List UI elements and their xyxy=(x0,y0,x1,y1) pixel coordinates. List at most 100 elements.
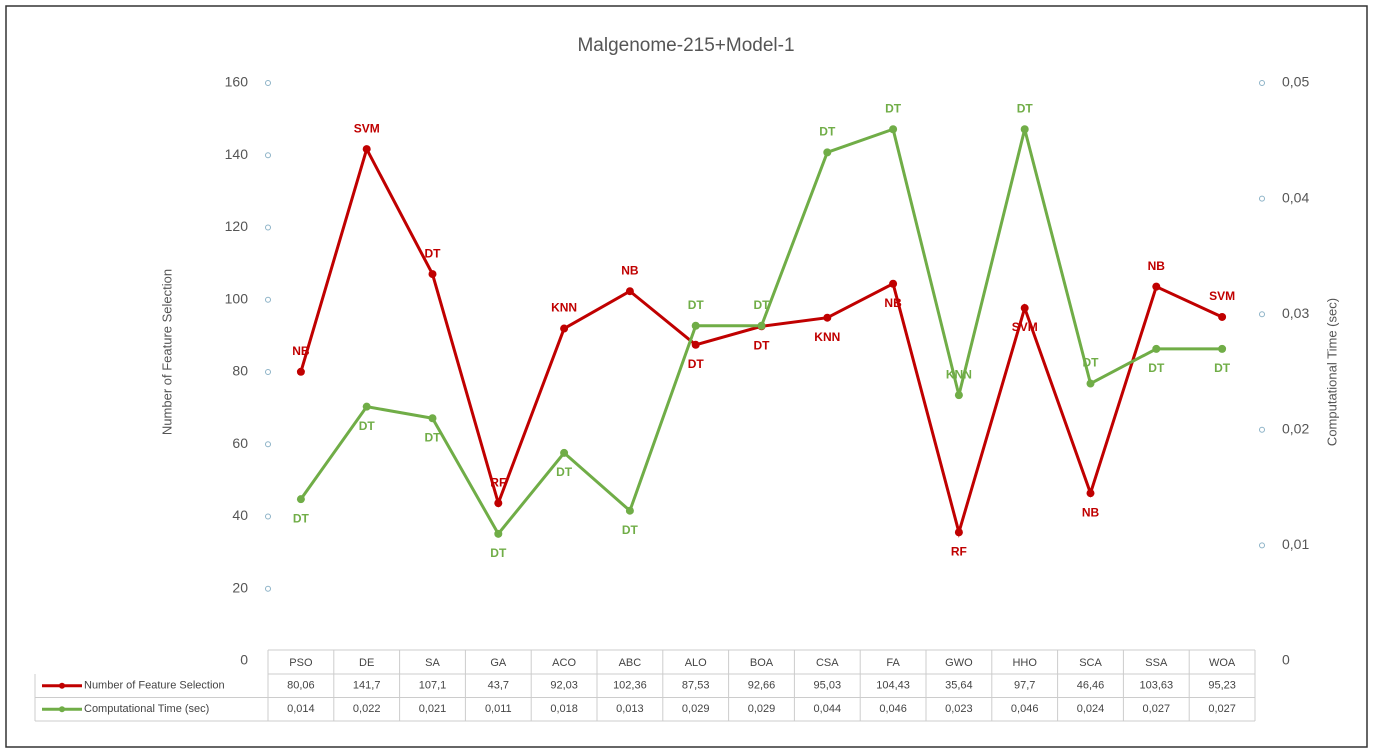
table-cell: 95,03 xyxy=(814,680,842,692)
point xyxy=(625,287,634,296)
point xyxy=(1020,125,1029,134)
x-tick-label: ABC xyxy=(619,657,642,669)
y2-tick-mark xyxy=(1259,426,1265,433)
legend-marker xyxy=(59,706,65,713)
y2-tick-label: 0,02 xyxy=(1282,421,1309,437)
y2-tick-mark xyxy=(1259,195,1265,202)
point-label: DT xyxy=(688,357,705,371)
y-tick-label: 120 xyxy=(225,218,249,234)
legend-label: Computational Time (sec) xyxy=(84,703,209,715)
point xyxy=(1152,282,1161,291)
point-label: DT xyxy=(1214,361,1231,375)
point-label: DT xyxy=(754,298,771,312)
x-tick-label: ALO xyxy=(685,657,707,669)
point xyxy=(362,145,371,154)
x-tick-label: BOA xyxy=(750,657,774,669)
point-label: KNN xyxy=(946,367,972,381)
point-label: DT xyxy=(490,546,507,560)
y-tick-mark xyxy=(265,80,271,86)
point-label: KNN xyxy=(551,301,577,315)
point xyxy=(1218,312,1227,321)
point xyxy=(1152,344,1161,353)
point xyxy=(560,324,569,333)
x-tick-label: FA xyxy=(886,657,900,669)
point xyxy=(1020,304,1029,313)
point xyxy=(889,125,898,134)
table-cell: 0,029 xyxy=(748,703,776,715)
point-label: SVM xyxy=(1012,320,1038,334)
point xyxy=(428,270,437,279)
point xyxy=(494,499,503,508)
y-tick-mark xyxy=(265,224,271,231)
y-axis-label: Number of Feature Selection xyxy=(159,269,174,435)
point-label: KNN xyxy=(814,330,840,344)
point xyxy=(625,506,634,515)
legend-marker xyxy=(59,682,65,689)
y-tick-label: 0 xyxy=(240,652,248,668)
table-cell: 0,021 xyxy=(419,703,447,715)
table-cell: 92,66 xyxy=(748,680,776,692)
table-cell: 92,03 xyxy=(550,680,578,692)
y-tick-mark xyxy=(265,585,271,592)
point-label: DT xyxy=(425,246,442,260)
point-label: DT xyxy=(425,430,442,444)
table-cell: 0,023 xyxy=(945,703,973,715)
table-cell: 0,044 xyxy=(814,703,842,715)
table-cell: 141,7 xyxy=(353,680,381,692)
y2-tick-label: 0,01 xyxy=(1282,536,1309,552)
point-label: DT xyxy=(754,338,771,352)
x-tick-label: CSA xyxy=(816,657,839,669)
x-tick-label: PSO xyxy=(289,657,313,669)
x-tick-label: SSA xyxy=(1145,657,1168,669)
point-label: DT xyxy=(556,465,573,479)
chart-title: Malgenome-215+Model-1 xyxy=(577,35,794,56)
table-cell: 0,046 xyxy=(1011,703,1039,715)
point xyxy=(1218,344,1227,353)
y-tick-label: 60 xyxy=(232,435,248,451)
y2-axis-label: Computational Time (sec) xyxy=(1324,298,1339,446)
y2-tick-label: 0 xyxy=(1282,652,1290,668)
x-tick-label: SA xyxy=(425,657,440,669)
point-label: RF xyxy=(951,544,967,558)
y-tick-label: 80 xyxy=(232,363,248,379)
point-label: NB xyxy=(884,296,902,310)
point-label: DT xyxy=(1083,356,1100,370)
point-label: SVM xyxy=(354,121,380,135)
point xyxy=(954,528,963,537)
y-tick-label: 20 xyxy=(232,579,248,595)
point xyxy=(296,367,305,376)
x-tick-label: HHO xyxy=(1012,657,1037,669)
point xyxy=(362,402,371,411)
table-cell: 0,046 xyxy=(879,703,907,715)
table-cell: 95,23 xyxy=(1208,680,1236,692)
y-tick-mark xyxy=(265,513,271,520)
table-cell: 102,36 xyxy=(613,680,647,692)
table-cell: 0,011 xyxy=(485,703,512,715)
point-label: DT xyxy=(1017,101,1034,115)
y2-tick-label: 0,04 xyxy=(1282,189,1309,205)
x-tick-label: DE xyxy=(359,657,374,669)
table-cell: 103,63 xyxy=(1139,680,1173,692)
point-label: DT xyxy=(1148,361,1165,375)
point xyxy=(494,529,503,538)
y2-tick-label: 0,05 xyxy=(1282,74,1309,90)
x-tick-label: WOA xyxy=(1209,657,1236,669)
table-cell: 80,06 xyxy=(287,680,315,692)
point xyxy=(428,414,437,423)
y2-tick-mark xyxy=(1259,311,1265,318)
point xyxy=(691,321,700,330)
table-cell: 104,43 xyxy=(876,680,910,692)
point xyxy=(757,321,766,330)
legend-label: Number of Feature Selection xyxy=(84,680,225,692)
x-tick-label: SCA xyxy=(1079,657,1102,669)
table-cell: 87,53 xyxy=(682,680,710,692)
point-label: DT xyxy=(819,125,836,139)
point-label: DT xyxy=(622,523,639,537)
point-label: SVM xyxy=(1209,289,1235,303)
y-tick-mark xyxy=(265,152,271,159)
point xyxy=(560,448,569,457)
y2-tick-label: 0,03 xyxy=(1282,305,1309,321)
point-label: DT xyxy=(885,101,902,115)
point-label: NB xyxy=(1082,505,1100,519)
